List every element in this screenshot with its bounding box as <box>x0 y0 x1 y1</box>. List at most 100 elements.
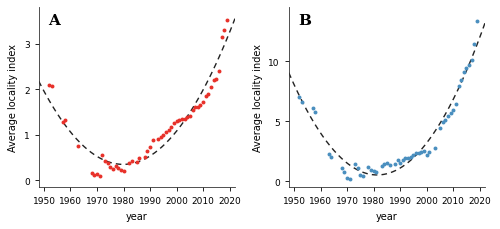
Point <box>196 104 204 108</box>
Text: A: A <box>48 14 60 28</box>
Point <box>46 84 54 87</box>
Point <box>58 121 66 125</box>
Point <box>470 44 478 47</box>
Point <box>133 161 141 164</box>
Point <box>407 155 415 159</box>
Point <box>98 154 106 157</box>
Point <box>420 149 428 153</box>
Point <box>473 20 481 23</box>
Point <box>298 101 306 104</box>
Point <box>160 133 168 137</box>
X-axis label: year: year <box>376 211 398 221</box>
Point <box>180 117 188 121</box>
Point <box>218 36 226 40</box>
Point <box>351 163 359 166</box>
Point <box>101 160 109 163</box>
Point <box>380 162 388 166</box>
Point <box>462 67 470 71</box>
Point <box>96 174 104 178</box>
Point <box>136 157 143 161</box>
Point <box>125 161 133 165</box>
Point <box>312 110 320 114</box>
Point <box>410 154 418 158</box>
Y-axis label: Average locality index: Average locality index <box>252 44 262 152</box>
Point <box>444 115 452 119</box>
Point <box>176 119 184 123</box>
Point <box>223 19 231 23</box>
Point <box>394 159 402 162</box>
Point <box>191 105 199 109</box>
Y-axis label: Average locality index: Average locality index <box>8 44 18 152</box>
Point <box>308 107 316 110</box>
Point <box>141 155 149 159</box>
Point <box>207 86 215 89</box>
Point <box>338 166 346 170</box>
Point <box>109 167 117 171</box>
Point <box>106 165 114 169</box>
X-axis label: year: year <box>126 211 148 221</box>
Point <box>146 146 154 150</box>
Point <box>112 164 120 168</box>
Point <box>367 169 375 172</box>
Point <box>178 117 186 121</box>
Point <box>404 156 412 160</box>
Point <box>162 131 170 135</box>
Point <box>414 151 422 155</box>
Point <box>402 156 409 160</box>
Point <box>93 172 101 176</box>
Point <box>128 160 136 163</box>
Point <box>391 162 399 166</box>
Point <box>188 108 196 112</box>
Point <box>412 151 420 155</box>
Point <box>215 70 223 74</box>
Point <box>438 121 446 125</box>
Point <box>396 161 404 165</box>
Point <box>204 93 212 96</box>
Point <box>186 114 194 118</box>
Point <box>74 145 82 148</box>
Point <box>90 173 98 177</box>
Point <box>170 122 178 126</box>
Point <box>144 149 152 153</box>
Point <box>430 147 438 150</box>
Point <box>383 161 391 165</box>
Point <box>468 59 476 63</box>
Point <box>454 85 462 89</box>
Point <box>465 64 473 67</box>
Point <box>148 139 156 142</box>
Point <box>220 29 228 33</box>
Point <box>327 156 335 159</box>
Point <box>172 120 180 123</box>
Point <box>210 79 218 83</box>
Point <box>120 170 128 173</box>
Point <box>104 161 112 165</box>
Point <box>354 166 362 170</box>
Point <box>386 163 394 167</box>
Point <box>446 112 454 115</box>
Point <box>117 169 125 172</box>
Point <box>399 159 407 162</box>
Point <box>154 138 162 142</box>
Point <box>168 125 175 129</box>
Point <box>199 101 207 104</box>
Point <box>324 152 332 156</box>
Point <box>212 78 220 82</box>
Point <box>359 174 367 178</box>
Point <box>340 170 348 174</box>
Point <box>436 127 444 131</box>
Point <box>346 178 354 181</box>
Point <box>422 154 430 158</box>
Point <box>370 169 378 173</box>
Point <box>418 150 426 154</box>
Point <box>372 171 380 174</box>
Point <box>460 71 468 75</box>
Point <box>356 173 364 177</box>
Point <box>88 172 96 175</box>
Text: B: B <box>298 14 312 28</box>
Point <box>183 115 191 119</box>
Point <box>449 109 457 113</box>
Point <box>164 129 172 132</box>
Point <box>457 79 465 83</box>
Point <box>452 103 460 107</box>
Point <box>378 164 386 168</box>
